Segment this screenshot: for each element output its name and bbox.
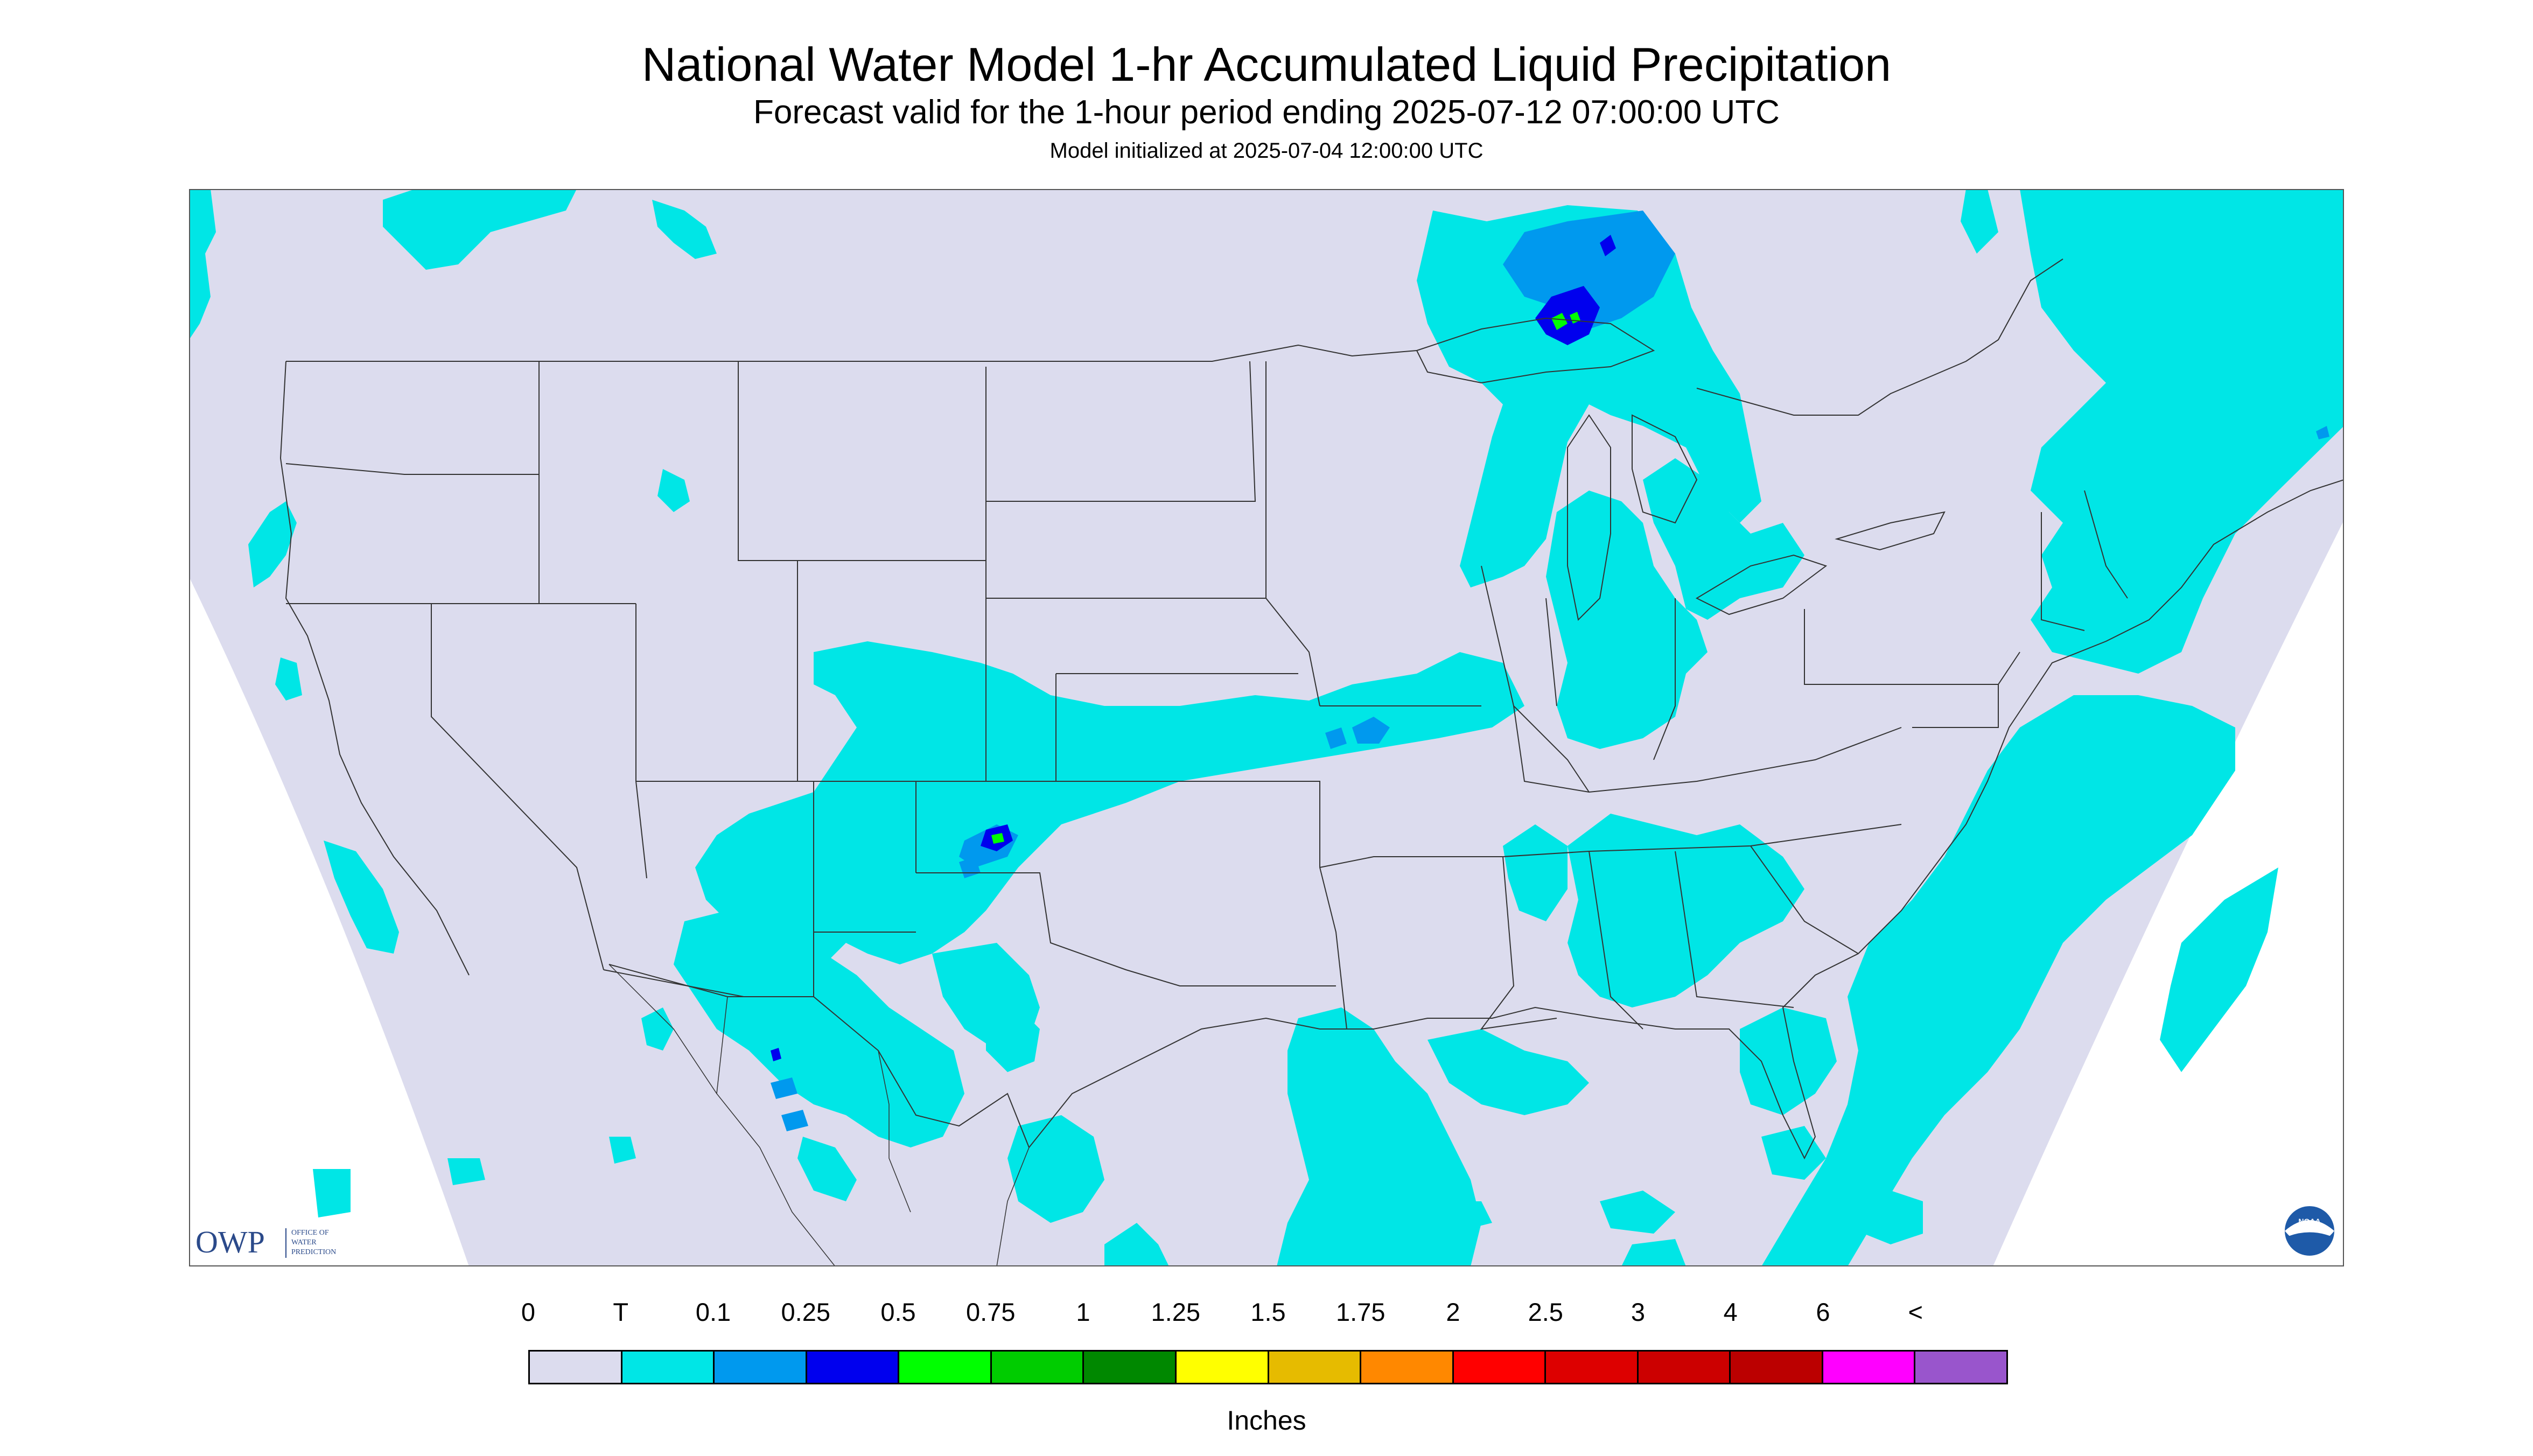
legend-label: 4: [1723, 1298, 1738, 1326]
legend-labels: 0 T 0.1 0.25 0.5 0.75 1 1.25 1.5 1.75 2 2.5 3 4 6 <: [0, 1297, 2533, 1329]
legend-label: 3: [1631, 1298, 1646, 1326]
precip-trace-areas: [189, 189, 2344, 1266]
owp-text-line-1: OFFICE OF: [291, 1229, 329, 1237]
legend-swatch: [1638, 1352, 1731, 1383]
legend-label: <: [1908, 1298, 1923, 1326]
owp-text-line-2: WATER: [291, 1238, 317, 1247]
mexico-borders: [608, 964, 1030, 1266]
legend-label: 2: [1446, 1298, 1460, 1326]
owp-mark: OWP: [195, 1224, 265, 1259]
legend-swatch: [1361, 1352, 1454, 1383]
legend-label: 6: [1816, 1298, 1830, 1326]
precip-blue-areas: [771, 235, 1616, 1061]
legend-swatch: [1269, 1352, 1362, 1383]
owp-logo: OWP OFFICE OF WATER PREDICTION: [195, 1224, 336, 1259]
legend-label: 2.5: [1528, 1298, 1563, 1326]
legend-swatch: [1915, 1352, 2006, 1383]
legend-swatch: [1823, 1352, 1916, 1383]
legend-label: T: [613, 1298, 629, 1326]
legend-label: 0: [521, 1298, 536, 1326]
map-title: National Water Model 1-hr Accumulated Li…: [641, 38, 1892, 91]
legend-label: 1.75: [1336, 1298, 1386, 1326]
legend-swatch: [1176, 1352, 1269, 1383]
legend-swatch: [1084, 1352, 1177, 1383]
legend-swatch: [991, 1352, 1084, 1383]
legend-label: 1: [1076, 1298, 1090, 1326]
legend-swatch: [807, 1352, 900, 1383]
model-init-line: Model initialized at 2025-07-04 12:00:00…: [1049, 139, 1484, 163]
legend-units: Inches: [1227, 1405, 1306, 1436]
noaa-logo: NOAA: [2283, 1204, 2336, 1258]
legend-label: 0.75: [966, 1298, 1016, 1326]
legend-swatch: [1546, 1352, 1639, 1383]
legend-swatch: [899, 1352, 992, 1383]
noaa-mark: NOAA: [2298, 1217, 2320, 1226]
map-subtitle: Forecast valid for the 1-hour period end…: [753, 94, 1780, 131]
legend-label: 1.25: [1151, 1298, 1200, 1326]
legend-swatch: [530, 1352, 622, 1383]
legend-swatch: [1731, 1352, 1823, 1383]
legend-swatch: [715, 1352, 807, 1383]
legend-label: 0.25: [781, 1298, 830, 1326]
owp-text-line-3: PREDICTION: [291, 1248, 336, 1256]
map-frame: [189, 189, 2344, 1266]
legend-label: 1.5: [1250, 1298, 1286, 1326]
political-borders: [279, 258, 2344, 1160]
precipitation-map: OWP OFFICE OF WATER PREDICTION NOAA: [189, 189, 2344, 1266]
legend-label: 0.1: [695, 1298, 731, 1326]
legend-label: 0.5: [880, 1298, 916, 1326]
legend-colorbar: [528, 1350, 2008, 1384]
legend-swatch: [622, 1352, 715, 1383]
legend-swatch: [1453, 1352, 1547, 1383]
